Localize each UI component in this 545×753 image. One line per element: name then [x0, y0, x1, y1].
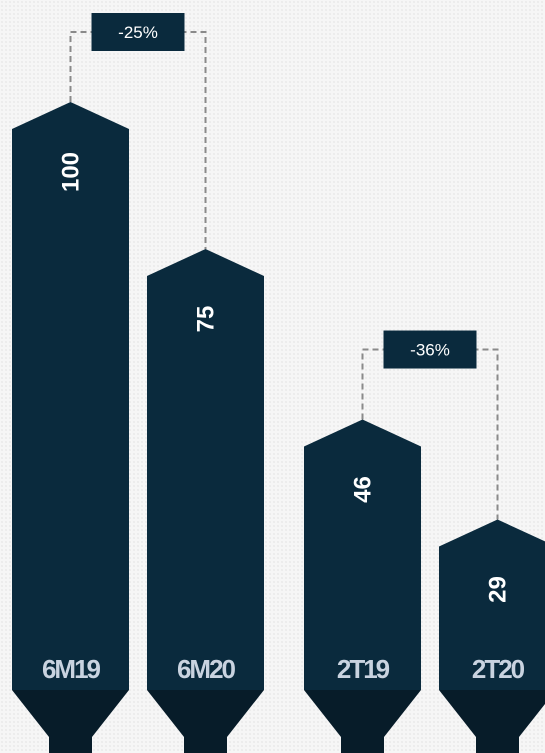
category-label: 6M20 [177, 654, 236, 684]
bar-base [304, 690, 421, 753]
bars-layer: 100 6M19 75 6M20 46 2T19 29 2T20 [12, 102, 545, 753]
comparison-layer: -25% -36% [69, 13, 499, 520]
bar-group: 75 6M20 [147, 249, 264, 753]
change-annotation: -25% [69, 13, 207, 249]
bar-base [439, 690, 545, 753]
value-label: 46 [350, 476, 377, 503]
leader-line [69, 31, 207, 249]
bar-group: 46 2T19 [304, 419, 421, 753]
bar-group: 100 6M19 [12, 102, 129, 753]
bar [439, 519, 545, 690]
change-label: -25% [118, 23, 158, 42]
value-label: 75 [193, 306, 220, 333]
change-label: -36% [410, 341, 450, 360]
change-box [383, 330, 477, 369]
value-label: 100 [58, 152, 85, 192]
bar [12, 102, 129, 690]
bar-group: 29 2T20 [439, 519, 545, 753]
change-annotation: -36% [361, 330, 499, 520]
value-label: 29 [485, 576, 512, 603]
category-label: 2T19 [337, 654, 390, 684]
bar [304, 419, 421, 690]
category-label: 2T20 [472, 654, 525, 684]
bar [147, 249, 264, 690]
leader-line [361, 348, 499, 520]
change-box [91, 13, 185, 51]
bar-base [12, 690, 129, 753]
category-label: 6M19 [42, 654, 101, 684]
bar-base [147, 690, 264, 753]
